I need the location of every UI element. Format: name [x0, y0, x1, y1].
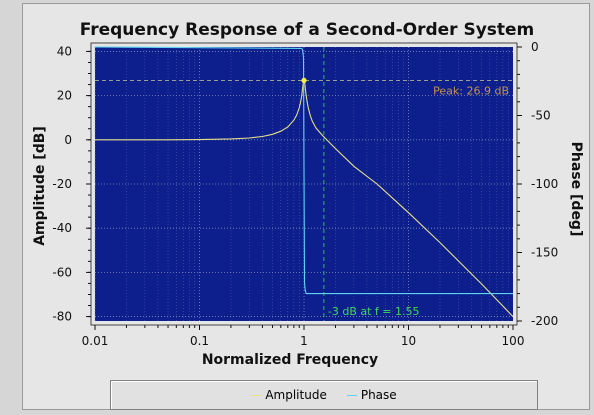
series-line-phase	[94, 46, 513, 295]
y-right-tick-label: -100	[531, 177, 558, 191]
x-tick-label: 0.1	[190, 334, 209, 348]
y-axis-label-right: Phase [deg]	[568, 142, 584, 237]
peak-annotation: Peak: 26.9 dB	[433, 84, 509, 97]
y-left-tick-label: -80	[52, 310, 72, 324]
y-left-tick-label: 40	[57, 44, 72, 58]
legend-item-amplitude: Amplitude	[251, 388, 327, 402]
x-tick-label: 100	[502, 334, 525, 348]
chart-title: Frequency Response of a Second-Order Sys…	[80, 20, 535, 40]
grid-lines	[94, 47, 513, 321]
y-left-tick-label: 20	[57, 89, 72, 103]
reference-lines	[95, 47, 513, 321]
y-left-tick-label: 0	[64, 133, 72, 147]
series-layer	[94, 46, 514, 317]
y-right-tick-label: 0	[531, 40, 539, 54]
legend: Amplitude Phase	[110, 380, 538, 410]
y-right-tick-label: -50	[531, 109, 551, 123]
y-right-tick-label: -200	[531, 314, 558, 328]
annotations: Peak: 26.9 dB -3 dB at f = 1.55	[328, 84, 509, 318]
y-left-tick-label: -60	[52, 265, 72, 279]
legend-item-phase: Phase	[346, 388, 397, 402]
legend-label-amplitude: Amplitude	[265, 388, 327, 402]
chart-frame: Frequency Response of a Second-Order Sys…	[22, 3, 590, 410]
legend-label-phase: Phase	[360, 388, 397, 402]
axes: 0.01 0.1 1 10 100 40 20 0 -20 -40 -60 -80 0 -50 -100 -1…	[52, 40, 558, 348]
cutoff-annotation: -3 dB at f = 1.55	[328, 305, 420, 318]
x-axis-label: Normalized Frequency	[202, 352, 378, 368]
x-tick-label: 10	[401, 334, 416, 348]
legend-swatch-amplitude	[251, 394, 262, 396]
x-tick-label: 1	[300, 334, 308, 348]
y-left-tick-label: -20	[52, 177, 72, 191]
peak-marker	[301, 77, 307, 83]
chart-svg: Frequency Response of a Second-Order Sys…	[32, 20, 584, 368]
y-axis-label-left: Amplitude [dB]	[32, 126, 48, 246]
y-right-tick-label: -150	[531, 246, 558, 260]
legend-swatch-phase	[346, 394, 357, 396]
y-left-tick-label: -40	[52, 221, 72, 235]
x-tick-label: 0.01	[82, 334, 109, 348]
